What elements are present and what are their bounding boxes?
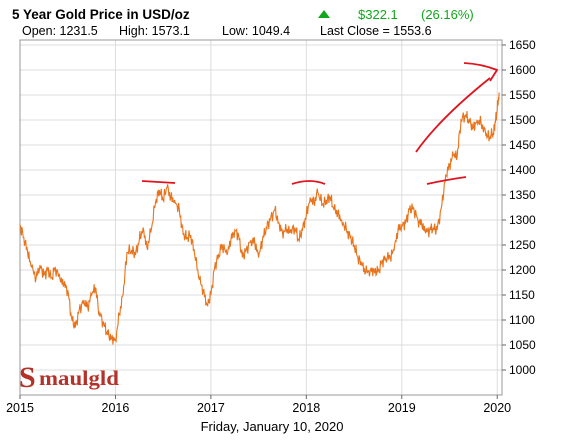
x-axis: 2015 2016 2017 2018 2019 2020: [6, 395, 511, 415]
breakout-mark-2019: [426, 176, 467, 185]
y-tick-label: 1250: [509, 238, 536, 252]
low-price: Low: 1049.4: [222, 24, 291, 38]
y-axis: 1000 1050 1100 1150 1200 1250 1300 1350 1400 1450…: [502, 38, 536, 377]
y-tick-label: 1000: [509, 363, 536, 377]
open-price: Open: 1231.5: [22, 24, 98, 38]
y-tick-label: 1100: [509, 313, 535, 327]
change-percent: (26.16%): [421, 7, 474, 22]
x-tick-label: 2020: [483, 401, 511, 415]
x-tick-label: 2016: [102, 401, 130, 415]
x-tick-label: 2017: [197, 401, 225, 415]
y-tick-label: 1350: [509, 188, 536, 202]
y-tick-label: 1500: [509, 113, 536, 127]
resistance-mark-2018: [291, 180, 326, 185]
y-tick-label: 1400: [509, 163, 536, 177]
y-tick-label: 1050: [509, 338, 536, 352]
chart-header: 5 Year Gold Price in USD/oz $322.1 (26.1…: [0, 0, 580, 40]
x-tick-label: 2019: [388, 401, 416, 415]
grid: [19, 40, 502, 395]
gold-price-line: [19, 92, 500, 345]
y-tick-label: 1200: [509, 263, 536, 277]
triangle-up-icon: [318, 10, 330, 18]
svg-text:S: S: [19, 361, 36, 394]
x-tick-label: 2015: [6, 401, 34, 415]
y-tick-label: 1600: [509, 63, 536, 77]
resistance-mark-2016: [141, 180, 176, 184]
plot-frame: [19, 39, 503, 396]
y-tick-label: 1450: [509, 138, 536, 152]
change-value: $322.1: [358, 7, 398, 22]
chart-date: Friday, January 10, 2020: [200, 419, 344, 434]
hand-drawn-annotations: [141, 62, 499, 185]
x-tick-label: 2018: [292, 401, 320, 415]
y-tick-label: 1300: [509, 213, 536, 227]
uptrend-arrow: [415, 77, 491, 153]
y-tick-label: 1150: [509, 288, 535, 302]
svg-text:maulgld: maulgld: [39, 366, 119, 390]
smaulgld-logo: S maulgld: [19, 361, 119, 394]
last-close: Last Close = 1553.6: [320, 24, 432, 38]
chart-title: 5 Year Gold Price in USD/oz: [12, 7, 190, 22]
y-tick-label: 1550: [509, 88, 536, 102]
peak-mark: [463, 62, 499, 82]
high-price: High: 1573.1: [119, 24, 190, 38]
y-tick-label: 1650: [509, 38, 536, 52]
